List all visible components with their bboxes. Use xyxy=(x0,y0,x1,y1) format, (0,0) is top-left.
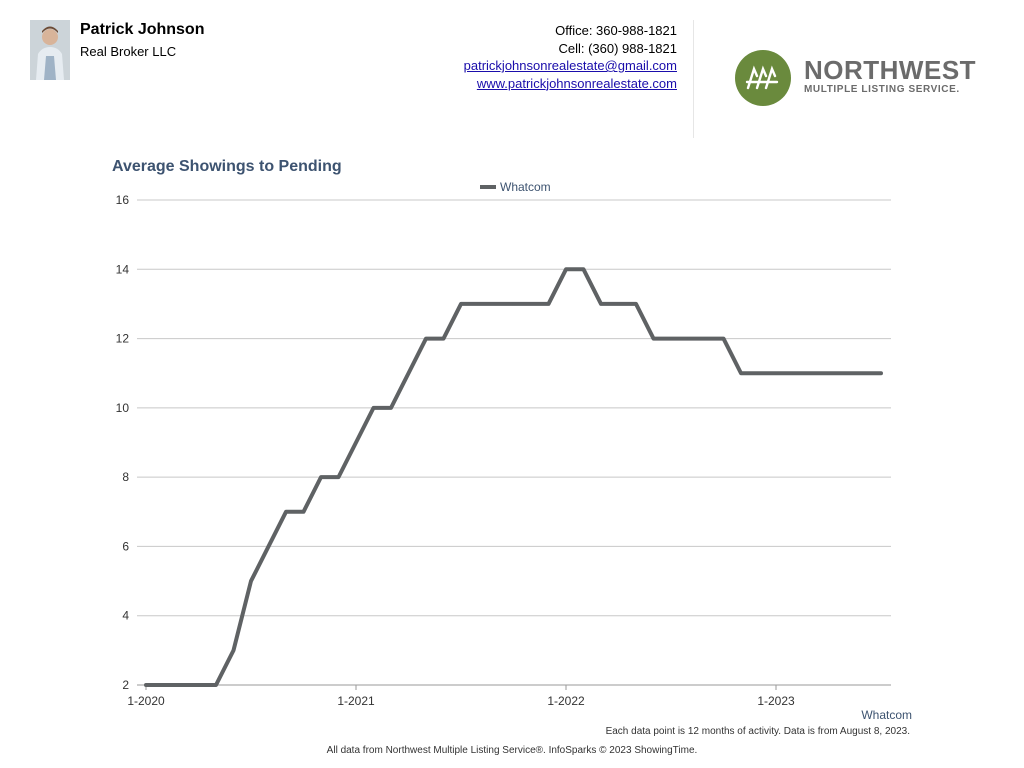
data-point xyxy=(284,510,288,514)
data-point xyxy=(704,337,708,341)
data-point xyxy=(442,337,445,341)
y-tick-label: 10 xyxy=(116,401,130,415)
legend-swatch xyxy=(480,185,496,189)
chart-title: Average Showings to Pending xyxy=(112,158,342,175)
series-end-label: Whatcom xyxy=(861,708,912,722)
data-point xyxy=(197,683,200,687)
data-point xyxy=(599,302,603,306)
chart-legend: Whatcom xyxy=(480,180,551,194)
data-point xyxy=(459,302,463,306)
y-tick-label: 14 xyxy=(116,262,130,276)
data-point xyxy=(844,371,848,375)
data-point xyxy=(862,371,865,375)
x-tick-label: 1-2021 xyxy=(337,694,375,708)
agent-company: Real Broker LLC xyxy=(80,44,177,59)
agent-name: Patrick Johnson xyxy=(80,21,205,38)
data-point xyxy=(774,371,778,375)
y-tick-label: 6 xyxy=(122,539,129,553)
data-point xyxy=(652,337,655,341)
data-point xyxy=(809,371,813,375)
nwmls-logo-icon xyxy=(735,50,791,106)
x-tick-label: 1-2023 xyxy=(757,694,795,708)
data-point xyxy=(564,267,568,271)
data-point xyxy=(319,475,323,479)
agent-photo xyxy=(30,20,70,80)
y-tick-label: 12 xyxy=(116,332,130,346)
data-point xyxy=(669,337,673,341)
data-point xyxy=(617,302,620,306)
data-point xyxy=(529,302,533,306)
data-point xyxy=(354,441,358,444)
data-credit: All data from Northwest Multiple Listing… xyxy=(326,745,698,756)
data-point xyxy=(722,337,725,341)
data-point xyxy=(547,302,550,306)
y-tick-label: 4 xyxy=(122,609,129,623)
email-link[interactable]: patrickjohnsonrealestate@gmail.com xyxy=(463,58,677,73)
data-point xyxy=(739,371,743,375)
data-point xyxy=(214,683,218,687)
data-point xyxy=(162,683,165,687)
data-point xyxy=(512,302,515,306)
data-point xyxy=(827,371,830,375)
data-point xyxy=(372,406,375,410)
data-point xyxy=(582,267,585,271)
contact-info: Office: 360-988-1821 Cell: (360) 988-182… xyxy=(464,22,677,92)
data-point xyxy=(389,406,393,410)
data-point xyxy=(302,510,305,514)
y-tick-label: 2 xyxy=(122,678,129,692)
data-point xyxy=(144,683,148,687)
agent-photo-image xyxy=(30,20,70,80)
x-tick-label: 1-2020 xyxy=(127,694,165,708)
data-point xyxy=(424,337,428,341)
nwmls-logo-title: NORTHWEST xyxy=(804,55,977,85)
data-point xyxy=(477,302,480,306)
nwmls-logo-subtitle: MULTIPLE LISTING SERVICE. xyxy=(804,84,960,95)
data-point xyxy=(337,475,340,479)
y-tick-label: 16 xyxy=(116,193,130,207)
data-point xyxy=(267,544,270,548)
office-phone: Office: 360-988-1821 xyxy=(555,23,677,38)
data-point xyxy=(249,579,253,583)
data-point xyxy=(757,371,760,375)
y-tick-label: 8 xyxy=(122,470,129,484)
chart-footnote: Each data point is 12 months of activity… xyxy=(605,726,910,737)
website-link[interactable]: www.patrickjohnsonrealestate.com xyxy=(476,75,677,91)
data-point xyxy=(634,302,638,306)
data-point xyxy=(407,371,410,375)
data-point xyxy=(879,371,883,375)
legend-label: Whatcom xyxy=(500,180,551,194)
x-tick-label: 1-2022 xyxy=(547,694,585,708)
data-point xyxy=(179,683,183,687)
data-point xyxy=(687,337,690,341)
data-point xyxy=(494,302,498,306)
cell-phone: Cell: (360) 988-1821 xyxy=(558,40,677,56)
header-divider xyxy=(693,20,694,138)
data-point xyxy=(792,371,795,375)
data-point xyxy=(232,648,235,652)
